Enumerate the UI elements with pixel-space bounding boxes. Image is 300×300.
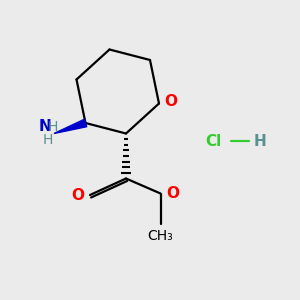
Text: O: O — [72, 188, 85, 202]
Text: N: N — [39, 119, 51, 134]
Polygon shape — [54, 119, 87, 134]
Text: O: O — [166, 186, 179, 201]
Text: H: H — [43, 133, 53, 146]
Text: CH₃: CH₃ — [148, 229, 173, 243]
Text: H: H — [254, 134, 266, 148]
Text: Cl: Cl — [206, 134, 222, 148]
Text: O: O — [164, 94, 177, 109]
Text: H: H — [48, 120, 58, 134]
